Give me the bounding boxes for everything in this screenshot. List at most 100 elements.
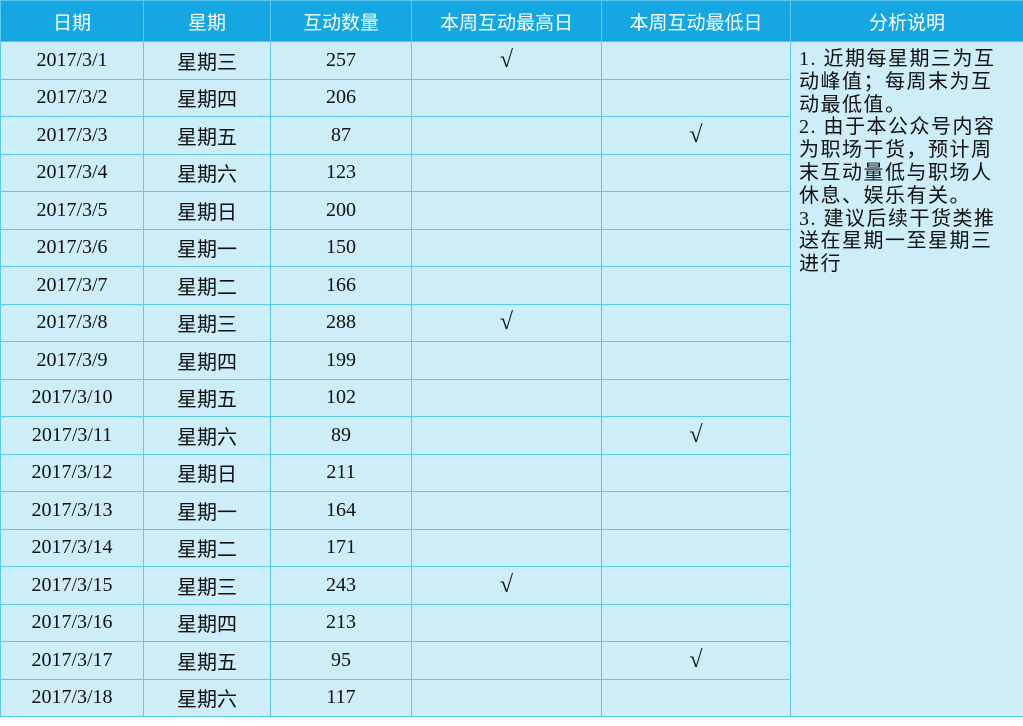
- week-low-cell: [601, 453, 791, 492]
- week-high-cell: [411, 528, 602, 567]
- table-row: 2017/3/18 星期六 117: [0, 678, 1023, 717]
- weekday-cell: 星期四: [143, 341, 271, 380]
- weekday-cell: 星期三: [143, 41, 271, 80]
- week-low-cell: [601, 678, 791, 717]
- week-high-cell: √: [411, 303, 602, 342]
- week-low-cell: [601, 566, 791, 605]
- week-high-cell: [411, 641, 602, 680]
- weekday-cell: 星期四: [143, 78, 271, 117]
- count-cell: 206: [270, 78, 412, 117]
- table-row: 2017/3/16 星期四 213: [0, 603, 1023, 642]
- analysis-line: 休息、娱乐有关。: [799, 184, 971, 207]
- week-high-cell: [411, 453, 602, 492]
- week-low-cell: [601, 341, 791, 380]
- week-high-cell: [411, 116, 602, 155]
- week-low-cell: [601, 603, 791, 642]
- table-row: 2017/3/7 星期二 166: [0, 266, 1023, 305]
- date-cell: 2017/3/4: [0, 153, 144, 192]
- date-cell: 2017/3/16: [0, 603, 144, 642]
- date-cell: 2017/3/3: [0, 116, 144, 155]
- table-row: 2017/3/3 星期五 87 √: [0, 116, 1023, 155]
- table-row: 2017/3/12 星期日 211: [0, 453, 1023, 492]
- week-low-cell: [601, 191, 791, 230]
- header-week-low: 本周互动最低日: [601, 0, 791, 42]
- week-low-cell: √: [601, 641, 791, 680]
- week-low-cell: [601, 228, 791, 267]
- table-row: 2017/3/6 星期一 150: [0, 228, 1023, 267]
- week-low-cell: √: [601, 116, 791, 155]
- week-low-cell: [601, 41, 791, 80]
- week-high-cell: [411, 491, 602, 530]
- weekday-cell: 星期六: [143, 678, 271, 717]
- date-cell: 2017/3/15: [0, 566, 144, 605]
- week-high-cell: [411, 228, 602, 267]
- date-cell: 2017/3/13: [0, 491, 144, 530]
- date-cell: 2017/3/12: [0, 453, 144, 492]
- date-cell: 2017/3/11: [0, 416, 144, 455]
- analysis-line: 1. 近期每星期三为互: [799, 48, 996, 70]
- week-high-cell: [411, 341, 602, 380]
- count-cell: 257: [270, 41, 412, 80]
- week-high-cell: [411, 78, 602, 117]
- weekday-cell: 星期一: [143, 491, 271, 530]
- header-row: 日期 星期 互动数量 本周互动最高日 本周互动最低日 分析说明: [0, 0, 1023, 42]
- count-cell: 200: [270, 191, 412, 230]
- count-cell: 164: [270, 491, 412, 530]
- week-low-cell: [601, 378, 791, 417]
- analysis-line: 2. 由于本公众号内容: [799, 116, 996, 139]
- week-low-cell: [601, 153, 791, 192]
- count-cell: 213: [270, 603, 412, 642]
- table-row: 2017/3/9 星期四 199: [0, 341, 1023, 380]
- weekday-cell: 星期五: [143, 116, 271, 155]
- count-cell: 95: [270, 641, 412, 680]
- header-analysis: 分析说明: [790, 0, 1023, 42]
- week-low-cell: [601, 78, 791, 117]
- week-low-cell: √: [601, 416, 791, 455]
- date-cell: 2017/3/6: [0, 228, 144, 267]
- week-high-cell: √: [411, 41, 602, 80]
- date-cell: 2017/3/14: [0, 528, 144, 567]
- week-high-cell: [411, 378, 602, 417]
- table-row: 2017/3/17 星期五 95 √: [0, 641, 1023, 680]
- analysis-line: 送在星期一至星期三: [799, 230, 993, 253]
- week-low-cell: [601, 303, 791, 342]
- count-cell: 87: [270, 116, 412, 155]
- analysis-notes: 1. 近期每星期三为互 动峰值；每周末为互 动最低值。 2. 由于本公众号内容 为职场干…: [790, 41, 1023, 717]
- date-cell: 2017/3/2: [0, 78, 144, 117]
- count-cell: 102: [270, 378, 412, 417]
- header-weekday: 星期: [143, 0, 271, 42]
- count-cell: 288: [270, 303, 412, 342]
- analysis-line: 进行: [799, 253, 842, 276]
- weekday-cell: 星期一: [143, 228, 271, 267]
- count-cell: 89: [270, 416, 412, 455]
- count-cell: 123: [270, 153, 412, 192]
- count-cell: 150: [270, 228, 412, 267]
- table-row: 2017/3/13 星期一 164: [0, 491, 1023, 530]
- count-cell: 171: [270, 528, 412, 567]
- date-cell: 2017/3/18: [0, 678, 144, 717]
- week-high-cell: [411, 678, 602, 717]
- weekday-cell: 星期日: [143, 191, 271, 230]
- count-cell: 199: [270, 341, 412, 380]
- analysis-line: 3. 建议后续干货类推: [799, 207, 996, 230]
- date-cell: 2017/3/9: [0, 341, 144, 380]
- weekday-cell: 星期五: [143, 641, 271, 680]
- analysis-line: 动最低值。: [799, 93, 907, 116]
- count-cell: 117: [270, 678, 412, 717]
- week-high-cell: [411, 191, 602, 230]
- week-high-cell: [411, 266, 602, 305]
- week-high-cell: [411, 416, 602, 455]
- analysis-line: 动峰值；每周末为互: [799, 70, 993, 93]
- table-row: 2017/3/14 星期二 171: [0, 528, 1023, 567]
- week-high-cell: √: [411, 566, 602, 605]
- table-row: 2017/3/8 星期三 288 √: [0, 303, 1023, 342]
- week-low-cell: [601, 266, 791, 305]
- weekday-cell: 星期二: [143, 528, 271, 567]
- table-row: 2017/3/15 星期三 243 √: [0, 566, 1023, 605]
- header-week-high: 本周互动最高日: [411, 0, 602, 42]
- weekday-cell: 星期三: [143, 303, 271, 342]
- week-high-cell: [411, 603, 602, 642]
- weekday-cell: 星期六: [143, 416, 271, 455]
- table-row: 2017/3/1 星期三 257 √ 1. 近期每星期三为互 动峰值；每周末为互 动最低值。…: [0, 41, 1023, 717]
- weekday-cell: 星期五: [143, 378, 271, 417]
